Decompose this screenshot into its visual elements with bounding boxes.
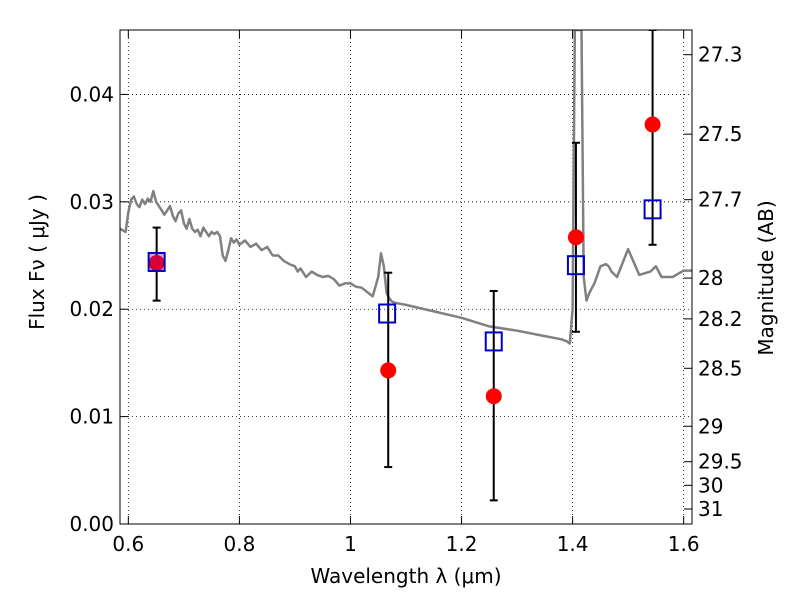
y2-axis-label: Magnitude (AB) — [754, 200, 778, 355]
model-point — [484, 331, 503, 352]
x-tick-label: 1 — [344, 532, 357, 556]
observed-point — [485, 388, 502, 405]
y-tick-label: 0.01 — [69, 405, 114, 429]
y2-tick-label: 27.5 — [698, 122, 743, 146]
y2-tick-label: 30 — [698, 473, 723, 497]
y2-tick-label: 28 — [698, 266, 723, 290]
x-tick-label: 1.6 — [668, 532, 700, 556]
plot-area — [120, 30, 692, 502]
y-tick-label: 0.00 — [69, 512, 114, 536]
y-tick-label: 0.04 — [69, 82, 114, 106]
y2-tick-label: 27.3 — [698, 43, 743, 67]
model-point — [147, 251, 166, 272]
x-tick-label: 1.4 — [557, 532, 589, 556]
y-tick-label: 0.03 — [69, 190, 114, 214]
y-axis-label: Flux Fν ( μJy ) — [25, 194, 49, 330]
y2-tick-label: 29.5 — [698, 450, 743, 474]
model-spectrum-line — [120, 30, 692, 345]
observed-point — [644, 116, 661, 133]
x-tick-label: 0.6 — [112, 532, 144, 556]
observed-point — [380, 362, 397, 379]
y2-tick-label: 31 — [698, 497, 723, 521]
observed-point — [567, 229, 584, 246]
y2-tick-label: 27.7 — [698, 188, 743, 212]
x-tick-label: 0.8 — [223, 532, 255, 556]
overlap-tint — [149, 253, 164, 270]
observed-point — [148, 255, 165, 272]
y-tick-label: 0.02 — [69, 297, 114, 321]
model-point — [566, 255, 585, 276]
x-tick-label: 1.2 — [446, 532, 478, 556]
axis-ticks: 0.6 0.8 1 1.2 1.4 1.6 0.00 0.01 0.02 0.03 0.04 27.3… — [69, 30, 743, 556]
y2-tick-label: 28.5 — [698, 356, 743, 380]
x-axis-label: Wavelength λ (μm) — [310, 564, 501, 588]
model-point — [378, 303, 397, 324]
model-point — [643, 199, 662, 220]
y2-tick-label: 28.2 — [698, 307, 743, 331]
y2-tick-label: 29 — [698, 414, 723, 438]
grid-lines — [120, 30, 692, 525]
plot-frame — [119, 29, 693, 525]
